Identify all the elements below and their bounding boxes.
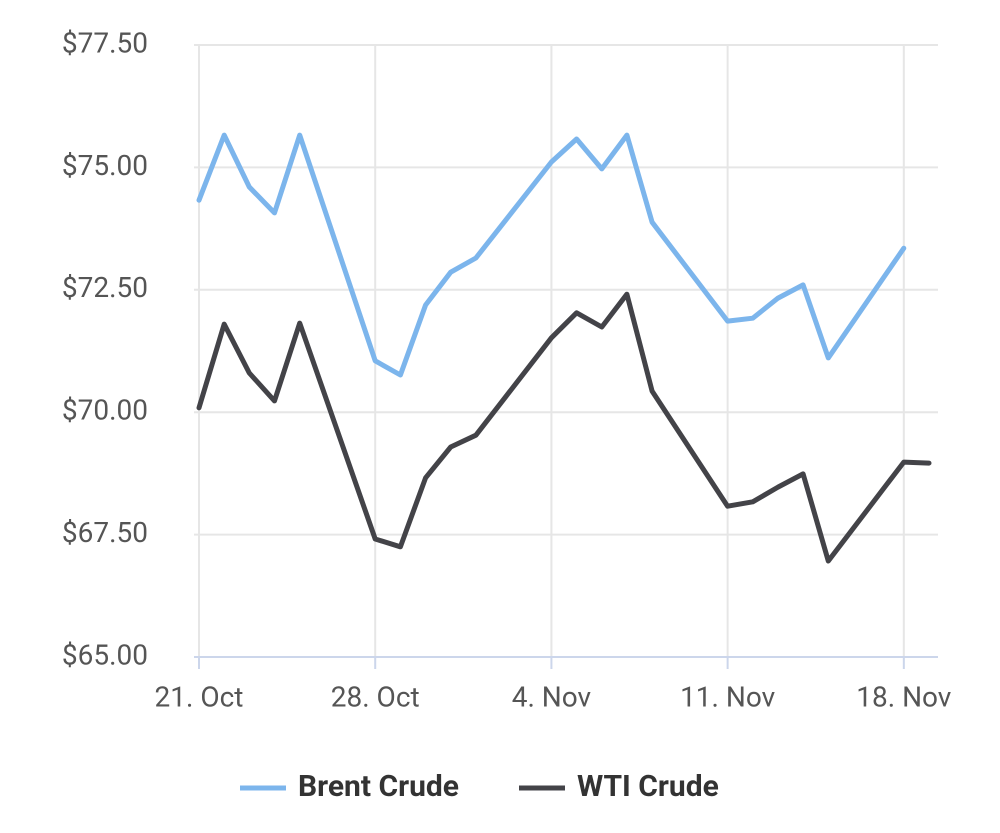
- series-line: [196, 291, 932, 564]
- y-tick-label: $72.50: [62, 271, 148, 304]
- legend-label: Brent Crude: [298, 769, 459, 804]
- y-tick-label: $67.50: [62, 516, 148, 549]
- y-tick-label: $77.50: [62, 26, 148, 59]
- y-tick-label: $70.00: [62, 394, 148, 427]
- legend: Brent Crude WTI Crude: [240, 769, 719, 804]
- x-tick-label: 4. Nov: [512, 680, 592, 713]
- legend-label: WTI Crude: [577, 769, 719, 804]
- y-tick-label: $75.00: [62, 149, 148, 182]
- x-tick-label: 18. Nov: [856, 680, 952, 713]
- series-line: [196, 132, 907, 378]
- x-tick-label: 11. Nov: [680, 680, 776, 713]
- y-tick-label: $65.00: [62, 638, 148, 671]
- x-tick-label: 28. Oct: [331, 680, 420, 713]
- x-tick-label: 21. Oct: [155, 680, 244, 713]
